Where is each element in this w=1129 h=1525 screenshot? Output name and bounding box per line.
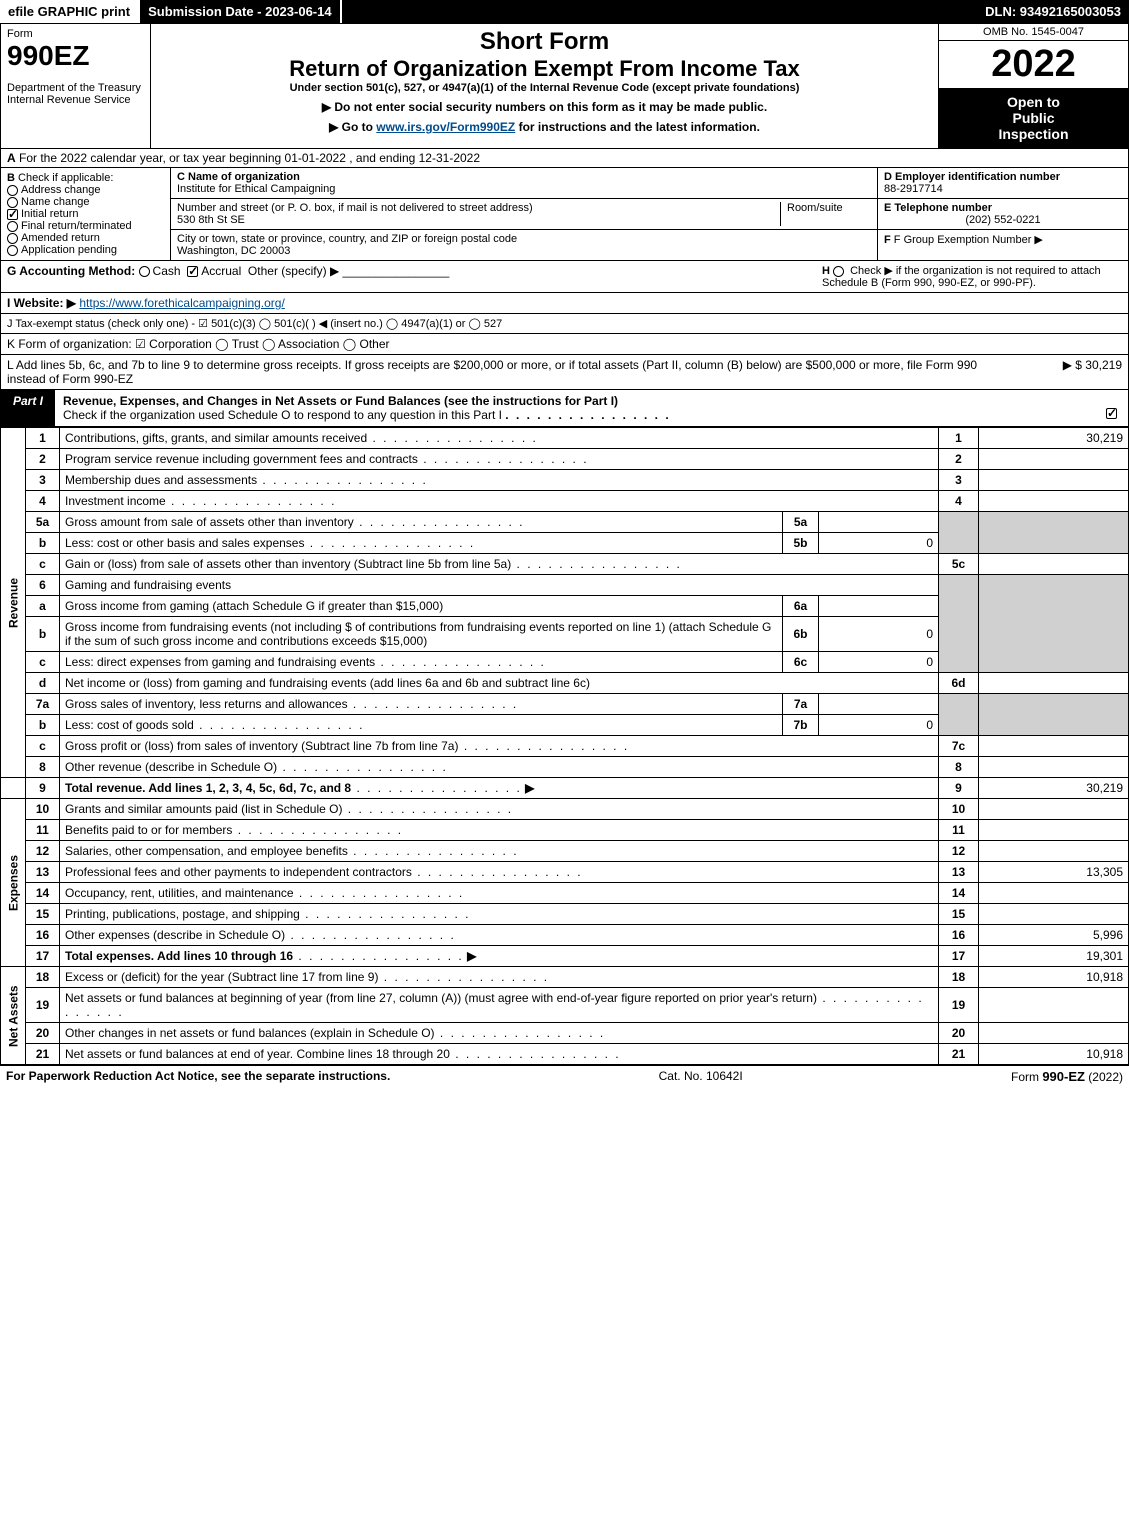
f-group-exemption: F Group Exemption Number ▶ <box>894 234 1043 246</box>
row-a-tax-year: A For the 2022 calendar year, or tax yea… <box>0 149 1129 168</box>
part-i-title: Revenue, Expenses, and Changes in Net As… <box>55 390 1128 426</box>
line-16-amount: 5,996 <box>979 925 1129 946</box>
top-bar: efile GRAPHIC print Submission Date - 20… <box>0 0 1129 23</box>
chk-schedule-b[interactable] <box>833 266 844 277</box>
dept-treasury: Department of the Treasury <box>7 82 144 94</box>
row-k: K Form of organization: ☑ Corporation ◯ … <box>0 334 1129 355</box>
paperwork-notice: For Paperwork Reduction Act Notice, see … <box>6 1069 390 1083</box>
submission-date: Submission Date - 2023-06-14 <box>140 0 342 23</box>
gross-receipts-total: ▶ $ 30,219 <box>1002 358 1122 372</box>
return-title: Return of Organization Exempt From Incom… <box>157 56 932 82</box>
chk-application-pending[interactable] <box>7 245 18 256</box>
chk-address-change[interactable] <box>7 185 18 196</box>
dln: DLN: 93492165003053 <box>977 0 1129 23</box>
line-18-amount: 10,918 <box>979 967 1129 988</box>
line-17-amount: 19,301 <box>979 946 1129 967</box>
form-number: 990EZ <box>7 40 144 72</box>
section-b: B Check if applicable: Address change Na… <box>1 168 171 260</box>
line-21-amount: 10,918 <box>979 1044 1129 1065</box>
c-name-label: C Name of organization <box>177 171 300 183</box>
header-mid: Short Form Return of Organization Exempt… <box>151 24 938 148</box>
row-i: I Website: ▶ https://www.forethicalcampa… <box>0 293 1129 314</box>
header-right: OMB No. 1545-0047 2022 Open to Public In… <box>938 24 1128 148</box>
c-street-label: Number and street (or P. O. box, if mail… <box>177 202 533 214</box>
irs-label: Internal Revenue Service <box>7 94 144 106</box>
form-header: Form 990EZ Department of the Treasury In… <box>0 23 1129 149</box>
short-form-title: Short Form <box>157 28 932 56</box>
part-i-table: Revenue 1 Contributions, gifts, grants, … <box>0 427 1129 1065</box>
line-13-amount: 13,305 <box>979 862 1129 883</box>
line-9-amount: 30,219 <box>979 778 1129 799</box>
expenses-label: Expenses <box>1 799 26 967</box>
catalog-number: Cat. No. 10642I <box>659 1069 743 1084</box>
line-1-amount: 30,219 <box>979 428 1129 449</box>
irs-link[interactable]: www.irs.gov/Form990EZ <box>376 120 515 134</box>
website-link[interactable]: https://www.forethicalcampaigning.org/ <box>79 296 284 310</box>
no-ssn: ▶ Do not enter social security numbers o… <box>157 100 932 114</box>
row-gh: G Accounting Method: Cash Accrual Other … <box>0 261 1129 293</box>
room-suite-label: Room/suite <box>781 202 871 226</box>
row-g: G Accounting Method: Cash Accrual Other … <box>7 264 449 278</box>
page-footer: For Paperwork Reduction Act Notice, see … <box>0 1065 1129 1087</box>
row-j: J Tax-exempt status (check only one) - ☑… <box>0 314 1129 334</box>
efile-label[interactable]: efile GRAPHIC print <box>0 0 140 23</box>
phone: (202) 552-0221 <box>884 214 1122 226</box>
d-ein-label: D Employer identification number <box>884 171 1060 183</box>
row-l: L Add lines 5b, 6c, and 7b to line 9 to … <box>0 355 1129 390</box>
chk-amended-return[interactable] <box>7 233 18 244</box>
section-def: D Employer identification number 88-2917… <box>878 168 1128 260</box>
block-bcdef: B Check if applicable: Address change Na… <box>0 168 1129 261</box>
chk-initial-return[interactable] <box>7 209 18 220</box>
revenue-label: Revenue <box>1 428 26 778</box>
under-section: Under section 501(c), 527, or 4947(a)(1)… <box>157 82 932 94</box>
e-phone-label: E Telephone number <box>884 202 992 214</box>
tax-year: 2022 <box>939 41 1128 88</box>
chk-accrual[interactable] <box>187 266 198 277</box>
chk-final-return[interactable] <box>7 221 18 232</box>
row-h: H Check ▶ if the organization is not req… <box>822 264 1122 289</box>
form-word: Form <box>7 28 144 40</box>
header-left: Form 990EZ Department of the Treasury In… <box>1 24 151 148</box>
part-i-label: Part I <box>1 390 55 426</box>
ein: 88-2917714 <box>884 183 943 195</box>
omb-number: OMB No. 1545-0047 <box>939 24 1128 41</box>
c-city-label: City or town, state or province, country… <box>177 233 517 245</box>
net-assets-label: Net Assets <box>1 967 26 1065</box>
org-city: Washington, DC 20003 <box>177 245 290 257</box>
chk-schedule-o[interactable] <box>1106 408 1117 419</box>
part-i-header: Part I Revenue, Expenses, and Changes in… <box>0 390 1129 427</box>
form-reference: Form 990-EZ (2022) <box>1011 1069 1123 1084</box>
org-street: 530 8th St SE <box>177 214 245 226</box>
open-to-public: Open to Public Inspection <box>939 88 1128 148</box>
chk-cash[interactable] <box>139 266 150 277</box>
section-c: C Name of organization Institute for Eth… <box>171 168 878 260</box>
goto-instructions: ▶ Go to www.irs.gov/Form990EZ for instru… <box>157 120 932 134</box>
org-name: Institute for Ethical Campaigning <box>177 183 335 195</box>
